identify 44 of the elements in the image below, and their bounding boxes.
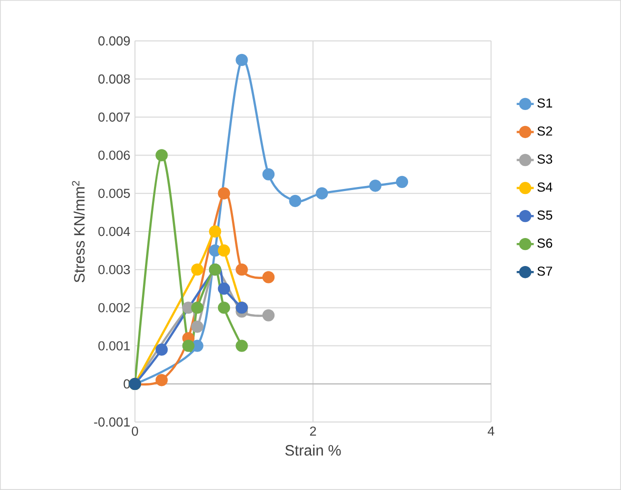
point bbox=[218, 187, 230, 200]
point bbox=[218, 282, 230, 295]
point bbox=[156, 344, 168, 356]
point bbox=[191, 263, 204, 276]
point bbox=[156, 149, 168, 162]
x-tick-label: 4 bbox=[488, 426, 494, 436]
point bbox=[191, 320, 204, 333]
legend-label: S6 bbox=[537, 238, 552, 248]
point bbox=[156, 374, 168, 386]
point bbox=[236, 263, 248, 276]
point bbox=[396, 176, 408, 188]
y-tick-label: 0.004 bbox=[98, 226, 130, 236]
y-tick-label: -0.001 bbox=[94, 417, 130, 427]
y-tick-label: 0.001 bbox=[98, 341, 130, 350]
point bbox=[191, 302, 204, 314]
point bbox=[218, 302, 230, 314]
y-tick-label: 0.005 bbox=[98, 188, 130, 198]
legend-label: S5 bbox=[537, 210, 552, 220]
point bbox=[289, 194, 302, 208]
y-tick-label: 0.006 bbox=[98, 150, 130, 160]
x-axis-title: Strain % bbox=[285, 444, 341, 456]
y-tick-label: 0.003 bbox=[98, 264, 130, 274]
y-axis-title: Stress KN/mm$^{2}$ bbox=[72, 180, 85, 282]
x-tick-label: 2 bbox=[310, 426, 316, 436]
y-tick-label: 0.007 bbox=[98, 112, 130, 122]
legend-label: S2 bbox=[537, 126, 552, 136]
point bbox=[316, 187, 328, 200]
point bbox=[182, 340, 194, 352]
legend-label: S1 bbox=[537, 98, 552, 108]
legend-label: S7 bbox=[537, 266, 552, 276]
point bbox=[236, 54, 248, 66]
point bbox=[218, 244, 230, 257]
point bbox=[262, 271, 275, 284]
point bbox=[236, 340, 248, 352]
y-tick-label: 0.002 bbox=[98, 303, 130, 312]
y-tick-label: 0.008 bbox=[98, 74, 130, 84]
point bbox=[369, 180, 382, 192]
point bbox=[262, 309, 275, 322]
point bbox=[208, 225, 222, 238]
legend-label: S4 bbox=[537, 182, 552, 192]
y-tick-label: 0.009 bbox=[98, 36, 130, 46]
x-tick-label: 0 bbox=[132, 426, 138, 436]
legend-label: S3 bbox=[537, 154, 552, 164]
point bbox=[262, 168, 275, 180]
